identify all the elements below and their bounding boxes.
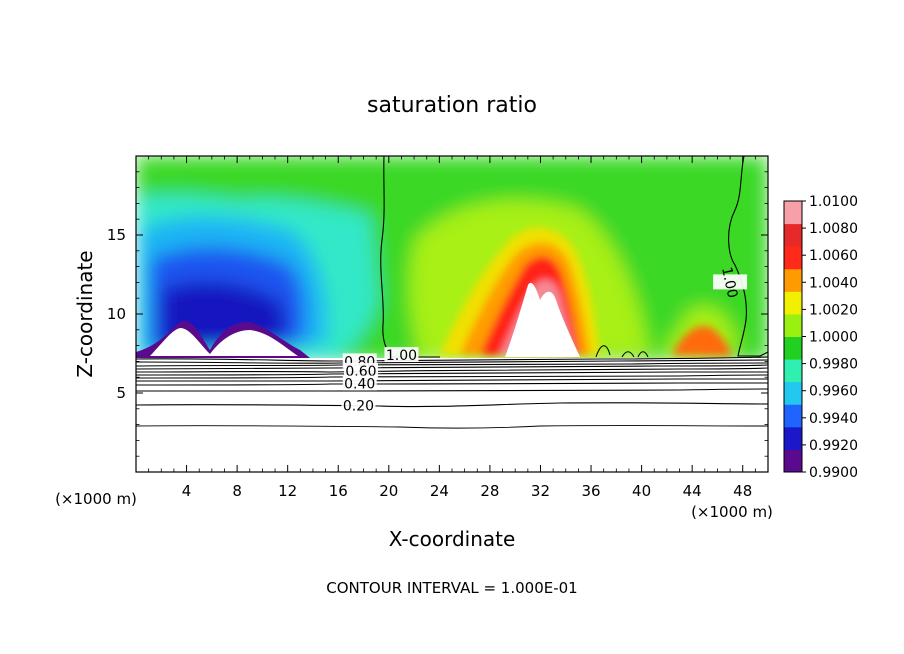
contour-0.40	[136, 382, 768, 386]
x-unit-left: (×1000 m)	[55, 490, 137, 508]
colorbar: 0.9900 0.9920 0.9940 0.9960 0.9980 1.0000 1.00…	[783, 194, 858, 481]
colorbar-swatch	[784, 268, 802, 292]
x-tick-label: 36	[581, 482, 600, 500]
colorbar-label: 1.0060	[809, 248, 858, 264]
colorbar-label: 1.0040	[809, 275, 858, 291]
colorbar-swatch	[784, 246, 802, 270]
colorbar-label: 0.9960	[809, 384, 858, 400]
colorbar-label: 0.9980	[809, 357, 858, 373]
contour-label-backing	[343, 362, 378, 378]
x-tick-label: 16	[329, 482, 348, 500]
colorbar-label: 0.9920	[809, 438, 858, 454]
chart-title: saturation ratio	[367, 93, 537, 118]
colorbar-label: 0.9940	[809, 411, 858, 427]
contour-label: 0.40	[342, 375, 377, 393]
x-tick-label: 28	[480, 482, 499, 500]
colorbar-swatch	[784, 404, 802, 428]
contour-label-backing	[342, 375, 377, 391]
colorbar-label: 1.0080	[809, 221, 858, 237]
contour-0.20	[136, 402, 768, 408]
y-axis-label: Z-coordinate	[73, 250, 97, 377]
contour-0.80	[136, 364, 768, 370]
contour-label-backing	[341, 397, 376, 413]
x-tick-label: 44	[683, 482, 702, 500]
colorbar-swatch	[784, 336, 802, 360]
contour-label: 1.00	[384, 347, 419, 364]
y-tick-label: 10	[107, 305, 126, 323]
contour-label-backing	[713, 274, 748, 290]
x-axis-label: X-coordinate	[389, 527, 516, 551]
saturated-core	[505, 282, 580, 357]
contour-label: 1.00	[713, 266, 748, 300]
x-tick-label: 20	[379, 482, 398, 500]
x-tick-label: 32	[531, 482, 550, 500]
contour-0.60	[136, 374, 768, 379]
contour-label: 0.20	[341, 397, 376, 415]
colorbar-swatch	[784, 381, 802, 405]
contour-1.00-right	[728, 156, 768, 357]
y-tick-label: 5	[116, 384, 126, 402]
contour-label-text: 0.40	[344, 377, 375, 393]
colorbar-label: 1.0020	[809, 302, 858, 318]
colorbar-swatch	[784, 359, 802, 383]
colorbar-label: 0.9900	[809, 465, 858, 481]
x-tick-label: 24	[430, 482, 449, 500]
x-tick-label: 4	[182, 482, 192, 500]
x-unit-right: (×1000 m)	[691, 503, 773, 521]
colorbar-swatch	[784, 313, 802, 337]
x-tick-label: 8	[232, 482, 242, 500]
x-tick-label: 40	[632, 482, 651, 500]
colorbar-label: 1.0100	[809, 194, 858, 210]
y-tick-label: 15	[107, 226, 126, 244]
plot-area: 1.001.000.800.600.400.20	[136, 156, 768, 472]
contour-interval-note: CONTOUR INTERVAL = 1.000E-01	[326, 579, 577, 597]
colorbar-label: 1.0000	[809, 330, 858, 346]
colorbar-swatch	[784, 449, 802, 473]
contour-label-text: 1.00	[718, 266, 740, 300]
x-tick-label: 48	[733, 482, 752, 500]
colorbar-swatch	[784, 201, 802, 225]
x-axis: 4 8 12 16 20 24 28 32 36 40 44 48	[148, 156, 756, 500]
colorbar-swatch	[784, 291, 802, 315]
contour-label-backing	[384, 347, 419, 363]
colorbar-swatch	[784, 426, 802, 450]
contour-label-text: 0.20	[343, 399, 374, 415]
contour-1.00-left	[380, 156, 440, 358]
x-tick-label: 12	[278, 482, 297, 500]
y-axis: 5 10 15	[107, 171, 768, 457]
contour-label-text: 1.00	[386, 348, 417, 364]
colorbar-swatch	[784, 223, 802, 247]
